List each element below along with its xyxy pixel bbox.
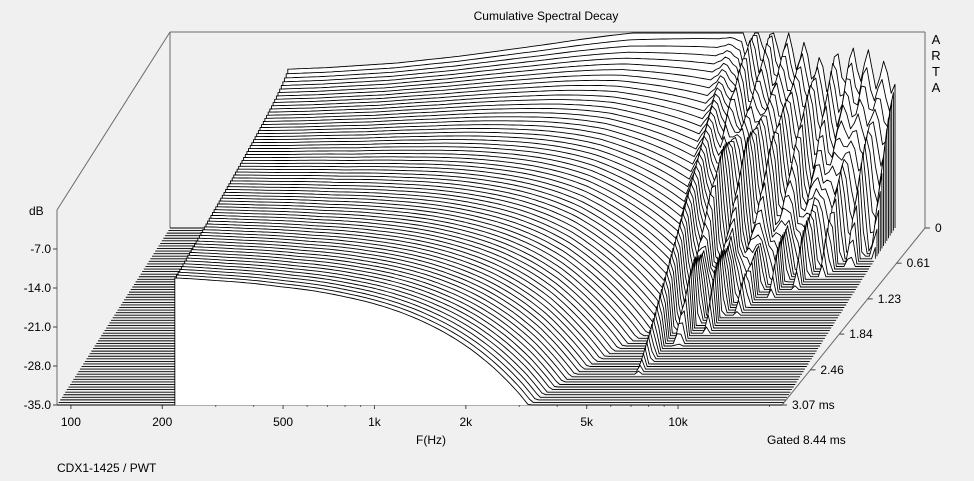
right-depth-edge bbox=[781, 227, 926, 406]
z-tick-label: 1.23 bbox=[877, 291, 902, 306]
left-depth-edge bbox=[56, 31, 171, 211]
z-tick-label: 3.07 ms bbox=[792, 398, 835, 412]
z-tick-label: 1.84 bbox=[849, 327, 873, 342]
x-tick-label: 5k bbox=[580, 415, 593, 429]
chart-title: Cumulative Spectral Decay bbox=[473, 9, 619, 23]
y-tick-label: -7.0 bbox=[30, 242, 51, 256]
z-tick-label: 0.61 bbox=[906, 256, 930, 271]
x-tick-label: 200 bbox=[152, 415, 173, 429]
y-tick-label: -21.0 bbox=[23, 320, 51, 334]
y-tick-label: -28.0 bbox=[23, 359, 51, 373]
y-tick-label: -14.0 bbox=[23, 281, 51, 295]
decay-slice bbox=[57, 277, 782, 406]
x-tick-label: 100 bbox=[60, 415, 81, 429]
footer-label: CDX1-1425 / PWT bbox=[57, 461, 157, 475]
y-tick-label: -35.0 bbox=[23, 398, 51, 412]
gate-label: Gated 8.44 ms bbox=[767, 433, 846, 447]
y-axis-label: dB bbox=[29, 204, 44, 218]
x-tick-label: 10k bbox=[668, 415, 688, 429]
z-tick-label: 0 bbox=[935, 221, 942, 235]
z-tick-label: 2.46 bbox=[820, 362, 844, 377]
x-tick-label: 2k bbox=[459, 415, 473, 429]
x-axis-label: F(Hz) bbox=[416, 433, 446, 447]
decay-slices bbox=[57, 32, 896, 406]
x-tick-label: 1k bbox=[368, 415, 381, 429]
x-tick-label: 500 bbox=[273, 415, 294, 429]
